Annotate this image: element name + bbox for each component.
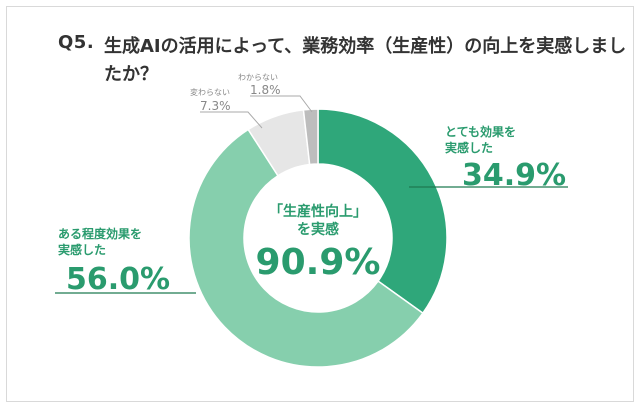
slice-value-somewhat-effective: 56.0% — [66, 262, 170, 297]
slice-label-no-change: 変わらない 7.3% — [190, 87, 231, 113]
slice-value-dont-know: 1.8% — [250, 83, 281, 97]
slice-somewhat-effective — [188, 128, 424, 368]
slice-label-dont-know: わからない 1.8% — [238, 73, 281, 97]
center-value: 90.9% — [256, 242, 381, 283]
leader-line-dont-know — [250, 95, 313, 113]
slice-label-very-effective-line1: とても効果を — [445, 124, 516, 139]
slice-label-no-change-line1: 変わらない — [190, 87, 230, 97]
slice-value-very-effective: 34.9% — [462, 158, 566, 193]
slice-label-very-effective: とても効果を 実感した 34.9% — [445, 124, 566, 193]
center-label-line1: 「生産性向上」 — [269, 203, 367, 220]
question-text-line2: たか？ — [104, 64, 158, 85]
donut-slices — [188, 108, 448, 368]
question-number: Q5. — [58, 32, 95, 53]
donut-center: 「生産性向上」 を実感 90.9% — [256, 203, 381, 283]
question-text-line1: 生成AIの活用によって、業務効率（生産性）の向上を実感しまし — [104, 36, 627, 57]
leader-lines — [55, 95, 568, 294]
slice-very-effective — [317, 108, 448, 315]
slice-label-somewhat-effective-line2: 実感した — [58, 242, 106, 257]
slice-label-somewhat-effective-line1: ある程度効果を — [58, 226, 142, 241]
slice-value-no-change: 7.3% — [200, 99, 231, 113]
slice-dont-know — [302, 108, 319, 166]
center-label-line2: を実感 — [297, 221, 339, 238]
slice-label-somewhat-effective: ある程度効果を 実感した 56.0% — [58, 226, 170, 297]
slice-label-very-effective-line2: 実感した — [445, 140, 493, 155]
slice-label-dont-know-line1: わからない — [238, 73, 278, 82]
leader-line-no-change — [200, 111, 263, 129]
